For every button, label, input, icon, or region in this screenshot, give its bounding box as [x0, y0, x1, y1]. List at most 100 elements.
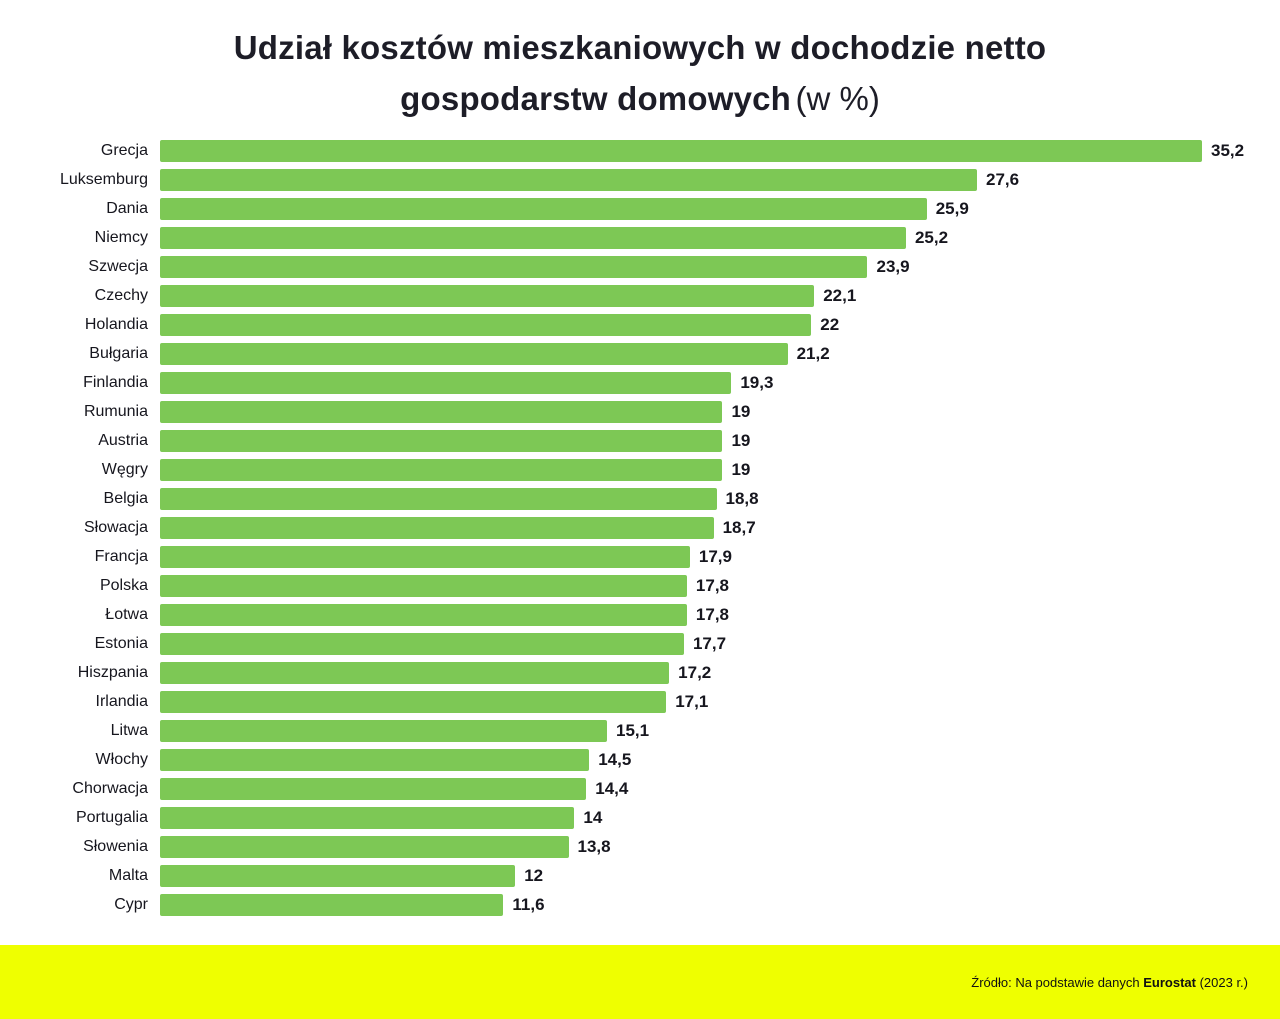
- bar-area: 19: [160, 426, 1280, 455]
- bar-area: 13,8: [160, 832, 1280, 861]
- bar: [160, 864, 516, 887]
- value-label: 19: [731, 401, 751, 421]
- bar-area: 25,9: [160, 194, 1280, 223]
- bar: [160, 690, 667, 713]
- bar: [160, 458, 723, 481]
- bar-area: 22,1: [160, 281, 1280, 310]
- value-label: 14,5: [598, 749, 632, 769]
- value-label: 23,9: [876, 256, 910, 276]
- value-label: 19: [731, 430, 751, 450]
- bar-area: 17,1: [160, 687, 1280, 716]
- chart-row: Holandia 22: [0, 310, 1280, 339]
- chart-row: Irlandia 17,1: [0, 687, 1280, 716]
- bar-area: 15,1: [160, 716, 1280, 745]
- chart-row: Słowenia 13,8: [0, 832, 1280, 861]
- bar: [160, 342, 788, 365]
- value-label: 17,1: [675, 691, 709, 711]
- bar-chart: Grecja 35,2 Luksemburg 27,6 Dania 25,9 Niemcy 2…: [0, 130, 1280, 945]
- category-label: Rumunia: [83, 402, 148, 420]
- category-label: Węgry: [101, 460, 148, 478]
- bar: [160, 255, 868, 278]
- bar: [160, 516, 714, 539]
- value-label: 17,8: [695, 575, 729, 595]
- chart-title-line2-normal: (w %): [795, 80, 880, 118]
- chart-row: Dania 25,9: [0, 194, 1280, 223]
- value-label: 21,2: [796, 343, 830, 363]
- category-label: Włochy: [95, 750, 148, 768]
- category-label: Bułgaria: [89, 344, 148, 362]
- bar: [160, 284, 815, 307]
- chart-row: Cypr 11,6: [0, 890, 1280, 919]
- bar: [160, 806, 575, 829]
- chart-row: Malta 12: [0, 861, 1280, 890]
- bar-area: 23,9: [160, 252, 1280, 281]
- value-label: 19,3: [740, 372, 774, 392]
- category-label: Finlandia: [83, 373, 148, 391]
- value-label: 18,8: [725, 488, 759, 508]
- category-label: Irlandia: [95, 692, 148, 710]
- chart-row: Niemcy 25,2: [0, 223, 1280, 252]
- bar: [160, 313, 812, 336]
- bar-area: 12: [160, 861, 1280, 890]
- chart-title: Udział kosztów mieszkaniowych w dochodzi…: [0, 0, 1280, 130]
- bar-area: 11,6: [160, 890, 1280, 919]
- value-label: 22: [820, 314, 840, 334]
- bar-area: 17,9: [160, 542, 1280, 571]
- bar-area: 18,7: [160, 513, 1280, 542]
- bar-area: 27,6: [160, 165, 1280, 194]
- category-label: Grecja: [100, 141, 148, 159]
- category-label: Słowacja: [83, 518, 148, 536]
- source-text: Źródło: Na podstawie danych Eurostat (20…: [971, 975, 1248, 990]
- chart-row: Czechy 22,1: [0, 281, 1280, 310]
- category-label: Dania: [106, 199, 148, 217]
- value-label: 14: [583, 807, 603, 827]
- chart-row: Austria 19: [0, 426, 1280, 455]
- chart-row: Portugalia 14: [0, 803, 1280, 832]
- bar-area: 18,8: [160, 484, 1280, 513]
- category-label: Holandia: [84, 315, 148, 333]
- bar-area: 35,2: [160, 136, 1280, 165]
- bar: [160, 748, 590, 771]
- value-label: 13,8: [577, 836, 611, 856]
- value-label: 27,6: [986, 169, 1020, 189]
- value-label: 17,9: [698, 546, 732, 566]
- source-prefix: Źródło: Na podstawie danych: [971, 974, 1144, 990]
- value-label: 11,6: [512, 894, 545, 914]
- bar: [160, 139, 1202, 162]
- category-label: Malta: [108, 866, 148, 884]
- category-label: Hiszpania: [77, 663, 148, 681]
- bar: [160, 632, 684, 655]
- bar: [160, 777, 587, 800]
- value-label: 17,2: [678, 662, 712, 682]
- chart-row: Słowacja 18,7: [0, 513, 1280, 542]
- chart-row: Łotwa 17,8: [0, 600, 1280, 629]
- chart-row: Grecja 35,2: [0, 136, 1280, 165]
- category-label: Portugalia: [75, 808, 148, 826]
- chart-title-line2-bold: gospodarstw domowych: [400, 80, 792, 118]
- category-label: Łotwa: [105, 605, 148, 623]
- category-label: Francja: [94, 547, 148, 565]
- value-label: 35,2: [1211, 140, 1245, 160]
- value-label: 18,7: [722, 517, 756, 537]
- bar-area: 17,8: [160, 600, 1280, 629]
- bar: [160, 168, 978, 191]
- bar: [160, 197, 927, 220]
- chart-row: Francja 17,9: [0, 542, 1280, 571]
- value-label: 14,4: [595, 778, 629, 798]
- bar-area: 25,2: [160, 223, 1280, 252]
- chart-row: Hiszpania 17,2: [0, 658, 1280, 687]
- chart-row: Litwa 15,1: [0, 716, 1280, 745]
- bar-area: 22: [160, 310, 1280, 339]
- bar: [160, 400, 723, 423]
- bar-area: 21,2: [160, 339, 1280, 368]
- bar: [160, 545, 690, 568]
- bar-area: 19,3: [160, 368, 1280, 397]
- source-suffix: (2023 r.): [1195, 974, 1248, 990]
- chart-title-line1: Udział kosztów mieszkaniowych w dochodzi…: [233, 29, 1047, 66]
- category-label: Polska: [99, 576, 148, 594]
- chart-row: Węgry 19: [0, 455, 1280, 484]
- bar-area: 14,4: [160, 774, 1280, 803]
- value-label: 17,7: [692, 633, 727, 653]
- bar: [160, 371, 732, 394]
